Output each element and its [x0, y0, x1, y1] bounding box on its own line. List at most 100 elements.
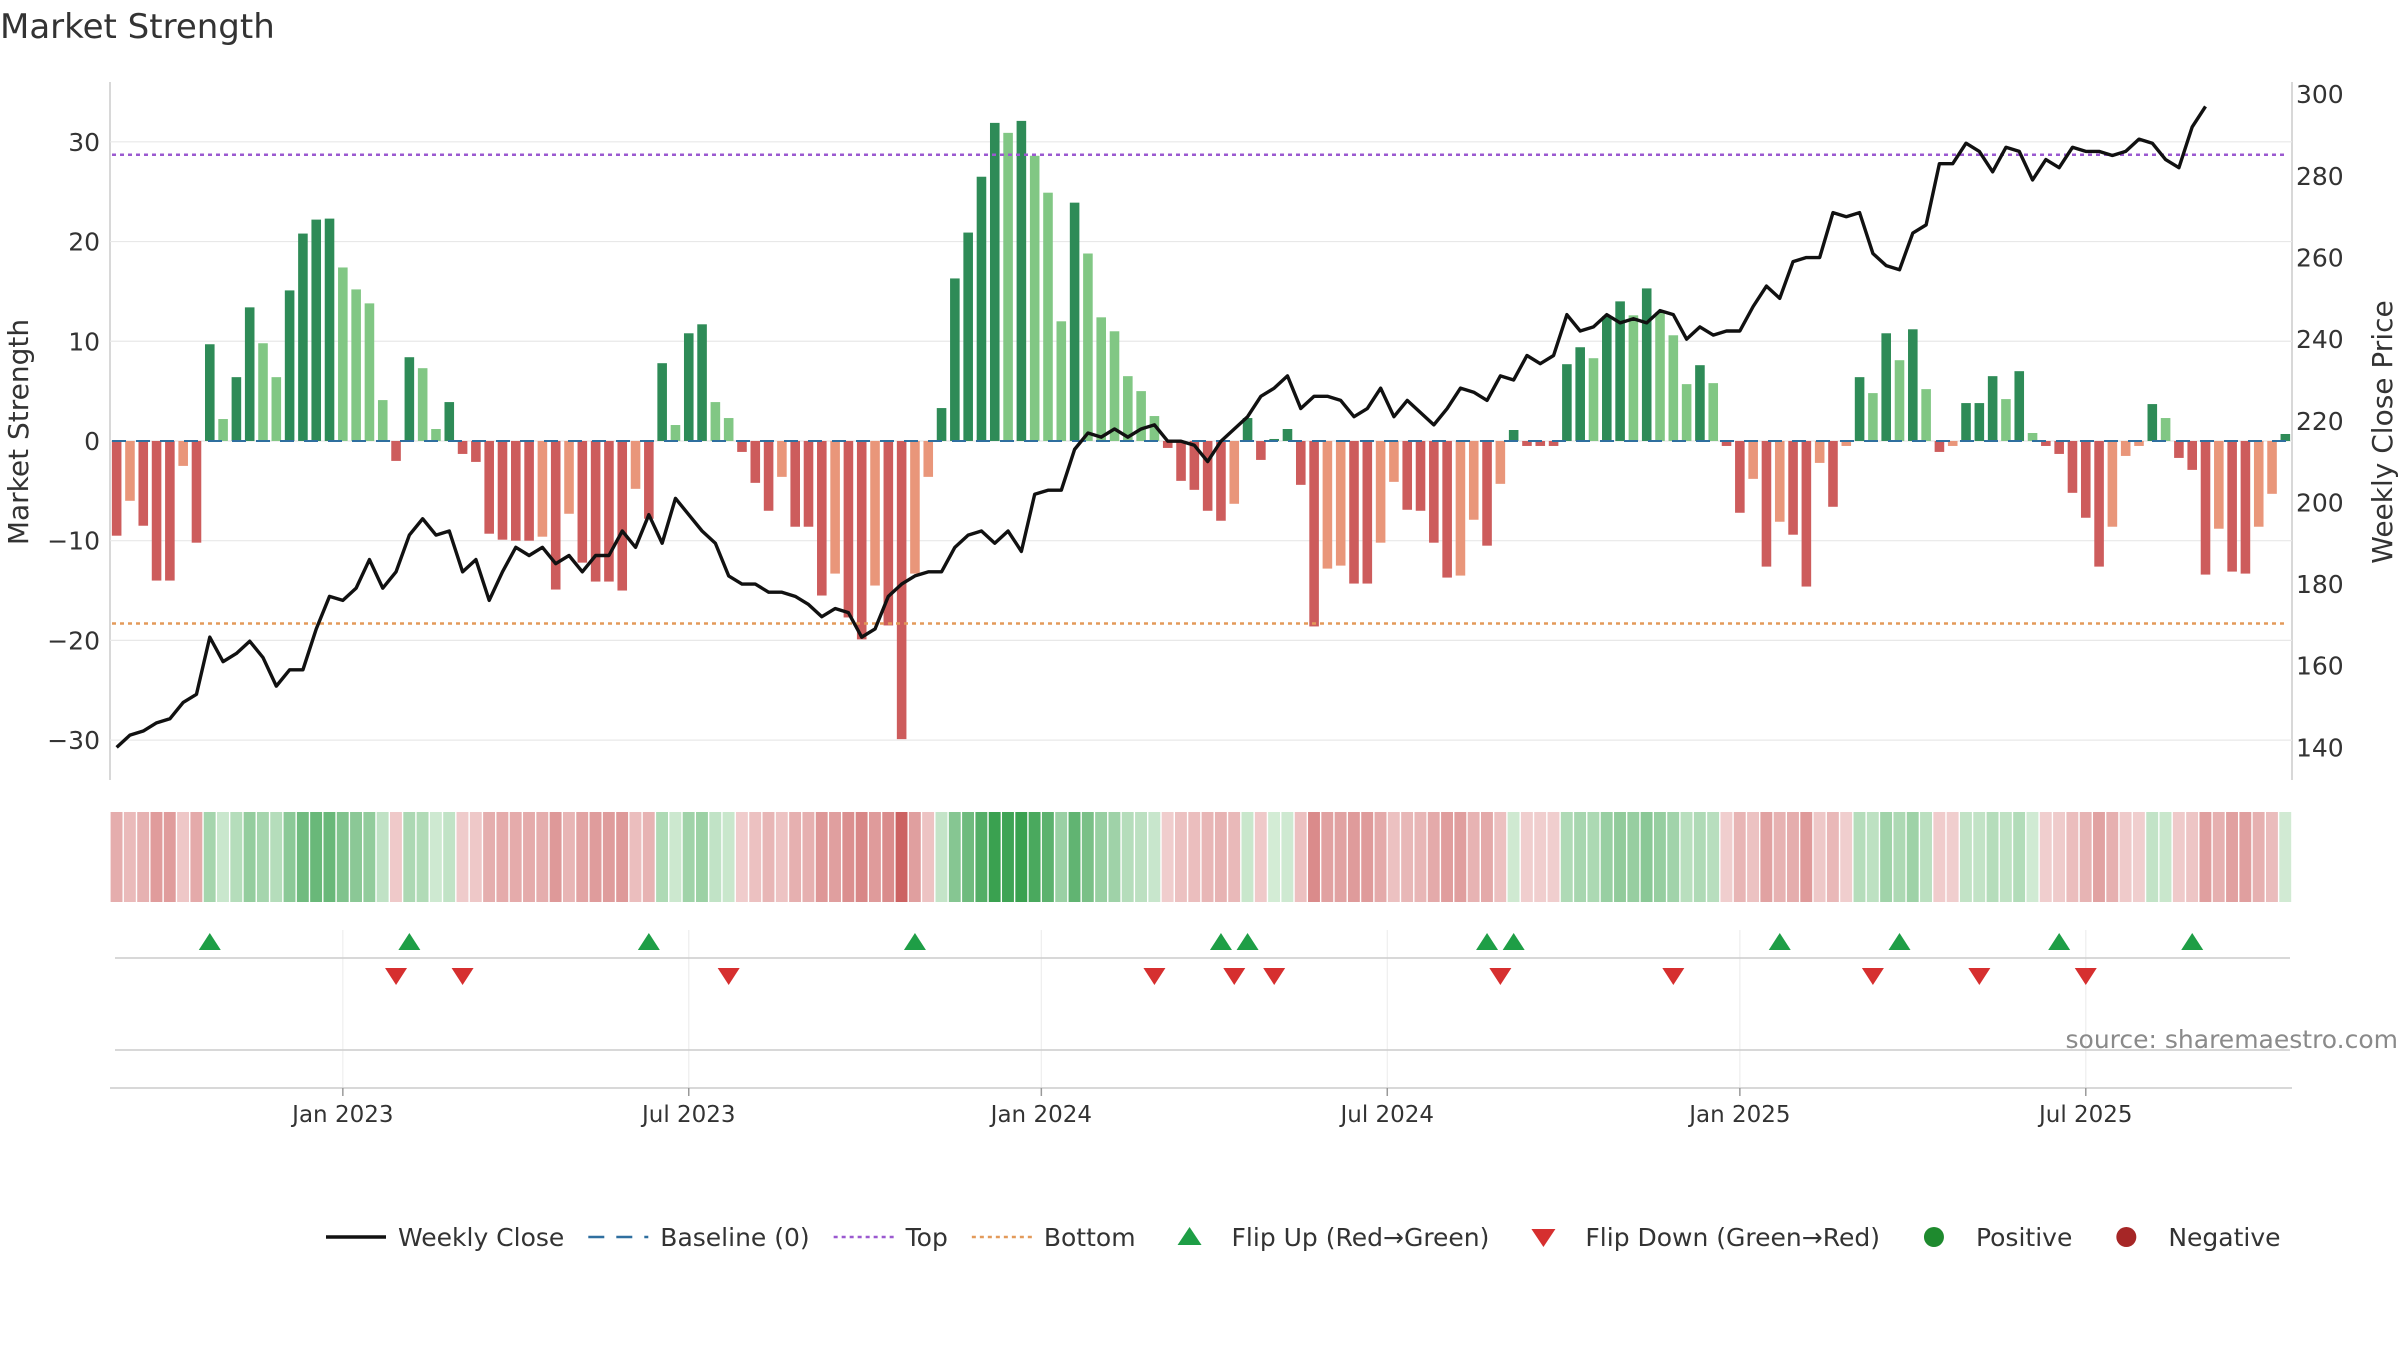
strength-bar — [1881, 333, 1891, 441]
flip-down-marker — [1968, 968, 1991, 985]
strength-bar — [1721, 440, 1732, 446]
strength-bar — [1974, 403, 1985, 441]
flip-up-marker — [1236, 933, 1259, 950]
heat-cell — [1853, 812, 1866, 902]
strength-bar — [976, 176, 987, 441]
heat-cell — [802, 812, 815, 902]
heat-cell — [1587, 812, 1600, 902]
heat-cell — [868, 812, 881, 902]
heat-cell — [1481, 812, 1493, 902]
heat-cell — [137, 812, 150, 902]
strength-bar — [963, 232, 973, 441]
strength-bar — [1628, 315, 1639, 441]
heat-cell — [1361, 812, 1374, 902]
heat-cell — [576, 812, 589, 902]
heat-cell — [1600, 812, 1613, 902]
heat-cell — [1241, 812, 1254, 902]
strength-bar — [484, 440, 494, 534]
strength-bar — [723, 418, 734, 441]
heat-cell — [310, 812, 323, 902]
flip-down-marker — [1223, 968, 1246, 985]
y-axis-left-label: Market Strength — [2, 319, 35, 545]
y-tick-right-label: 300 — [2296, 80, 2344, 109]
strength-bar — [1455, 440, 1466, 576]
heat-cell — [363, 812, 376, 902]
heat-cell — [1308, 812, 1320, 902]
legend-label: Baseline (0) — [660, 1223, 809, 1252]
heat-cell — [2265, 812, 2278, 902]
x-tick-label: Jan 2024 — [989, 1102, 1092, 1128]
strength-bar — [1854, 377, 1865, 441]
heat-cell — [1574, 812, 1587, 902]
strength-bar — [750, 440, 761, 483]
heat-cell — [1494, 812, 1507, 902]
strength-bar — [1335, 440, 1346, 566]
heat-cell — [1840, 812, 1853, 902]
source-label: source: sharemaestro.com — [2066, 1025, 2399, 1054]
heat-cell — [1214, 812, 1227, 902]
strength-bar — [231, 377, 242, 441]
strength-bar — [1535, 440, 1546, 446]
strength-bar — [683, 333, 694, 441]
strength-bar — [1961, 403, 1971, 441]
heat-cell — [975, 812, 988, 902]
weekly-close-line — [115, 105, 2207, 749]
flip-up-marker — [1209, 933, 1232, 950]
strength-bar — [1987, 376, 1998, 441]
heat-cell — [1334, 812, 1347, 902]
flip-down-marker — [385, 968, 408, 985]
flip-down-marker — [1143, 968, 1166, 985]
heat-cell — [1148, 812, 1161, 902]
heat-cell — [1906, 812, 1919, 902]
strength-bar — [1242, 418, 1253, 441]
heat-cell — [1520, 812, 1533, 902]
strength-bar — [2067, 440, 2078, 493]
strength-bar — [1375, 440, 1386, 543]
heat-cell — [429, 812, 442, 902]
heat-cell — [1653, 812, 1666, 902]
x-tick-label: Jan 2023 — [290, 1102, 393, 1128]
heat-cell — [775, 812, 788, 902]
strength-bar — [2240, 440, 2251, 574]
heat-cell — [1800, 812, 1813, 902]
x-axis: Jan 2023 Jul 2023 Jan 2024 Jul 2024 Jan 2025… — [110, 1087, 2292, 1128]
strength-bar — [191, 440, 202, 543]
y-ticks-right: 300 280 260 240 220 200 180 160 140 — [2296, 80, 2344, 762]
heat-cell — [1347, 812, 1360, 902]
legend-swatch — [2116, 1227, 2137, 1247]
heat-cell — [2199, 812, 2212, 902]
strength-bar — [444, 402, 455, 441]
y-tick-right-label: 240 — [2296, 325, 2344, 354]
heat-cell — [496, 812, 509, 902]
strength-bar — [1295, 440, 1306, 485]
heat-cell — [1121, 812, 1134, 902]
legend-label: Flip Up (Red→Green) — [1232, 1223, 1490, 1252]
x-tick-label: Jan 2025 — [1687, 1102, 1790, 1128]
strength-bar — [710, 402, 721, 441]
strength-bar — [1761, 440, 1772, 567]
heat-cell — [1454, 812, 1467, 902]
heat-cell — [895, 812, 908, 902]
heat-cell — [1547, 812, 1560, 902]
heat-cell — [2186, 812, 2199, 902]
heat-cell — [562, 812, 575, 902]
strength-bar — [1256, 440, 1266, 460]
strength-bar — [1322, 440, 1333, 569]
strength-bar — [2027, 432, 2038, 441]
strength-bar — [577, 440, 588, 563]
strength-bar — [1362, 440, 1373, 584]
y-tick-left-label: −20 — [47, 626, 100, 655]
x-tick-label: Jul 2025 — [2037, 1102, 2133, 1128]
heat-cell — [2212, 812, 2225, 902]
strength-bar — [1202, 440, 1213, 511]
heat-cell — [1986, 812, 1999, 902]
reference-lines — [112, 153, 2292, 625]
strength-bar — [1349, 440, 1359, 584]
heat-cell — [1041, 812, 1054, 902]
heat-cell — [1933, 812, 1946, 902]
strength-bar — [883, 440, 894, 626]
legend-label: Negative — [2168, 1223, 2280, 1252]
heat-cell — [1095, 812, 1108, 902]
strength-bar — [125, 440, 135, 501]
strength-bar — [111, 440, 122, 536]
